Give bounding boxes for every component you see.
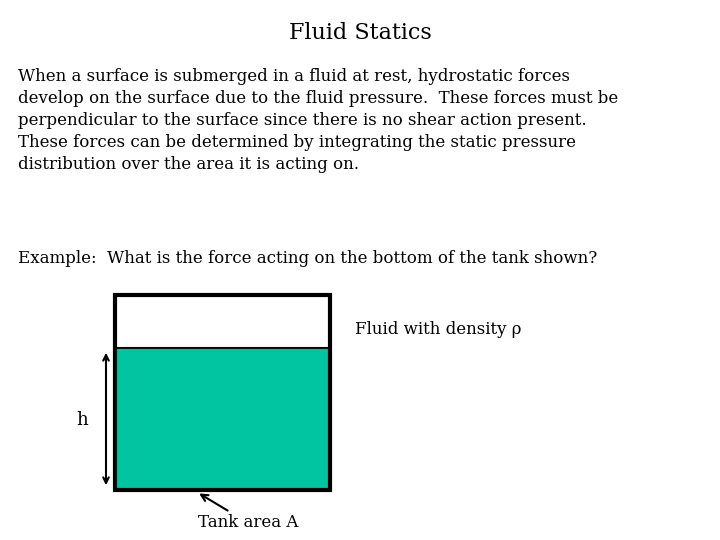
Text: h: h [76,411,88,429]
Text: distribution over the area it is acting on.: distribution over the area it is acting … [18,156,359,173]
Text: When a surface is submerged in a fluid at rest, hydrostatic forces: When a surface is submerged in a fluid a… [18,68,570,85]
Text: These forces can be determined by integrating the static pressure: These forces can be determined by integr… [18,134,576,151]
Text: perpendicular to the surface since there is no shear action present.: perpendicular to the surface since there… [18,112,587,129]
Bar [115,348,330,490]
Text: Fluid with density ρ: Fluid with density ρ [355,321,521,339]
Text: develop on the surface due to the fluid pressure.  These forces must be: develop on the surface due to the fluid … [18,90,618,107]
Text: Example:  What is the force acting on the bottom of the tank shown?: Example: What is the force acting on the… [18,250,598,267]
Text: Tank area A: Tank area A [198,514,298,531]
Text: Fluid Statics: Fluid Statics [289,22,431,44]
Bar [115,295,330,490]
